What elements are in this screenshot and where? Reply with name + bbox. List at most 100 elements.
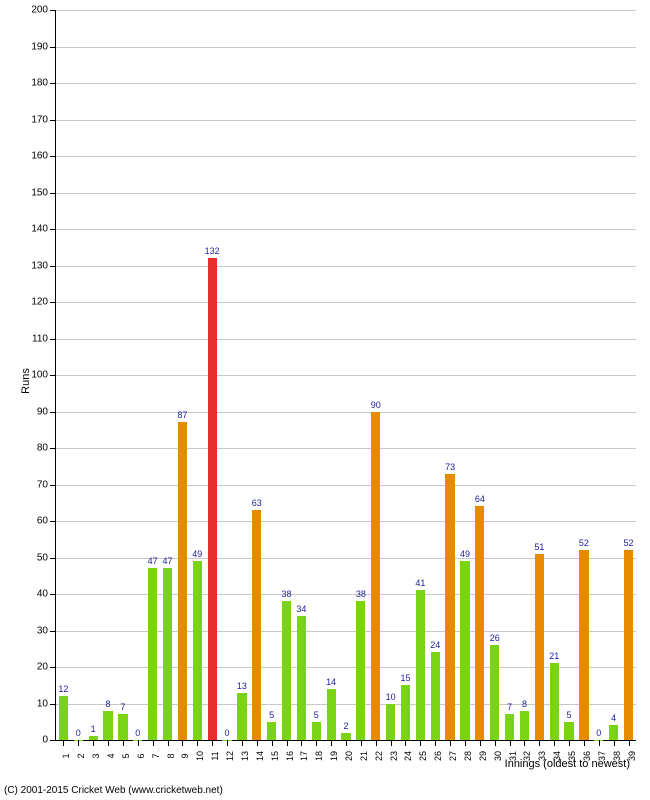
y-tick-label: 50 (37, 552, 56, 563)
value-label: 0 (596, 728, 601, 738)
value-label: 52 (624, 538, 634, 548)
x-tick-label: 18 (308, 751, 324, 761)
y-tick-label: 10 (37, 698, 56, 709)
value-label: 132 (205, 246, 220, 256)
x-tick (614, 740, 615, 746)
bar (148, 568, 157, 740)
value-label: 0 (135, 728, 140, 738)
x-tick-label: 28 (457, 751, 473, 761)
value-label: 49 (192, 549, 202, 559)
bar (371, 412, 380, 741)
x-tick (539, 740, 540, 746)
bar (237, 693, 246, 740)
x-tick (212, 740, 213, 746)
gridline (56, 521, 636, 522)
y-tick-label: 200 (31, 5, 56, 16)
bar (193, 561, 202, 740)
gridline (56, 156, 636, 157)
x-tick (331, 740, 332, 746)
x-tick-label: 6 (130, 753, 146, 758)
value-label: 4 (611, 713, 616, 723)
x-tick (346, 740, 347, 746)
gridline (56, 193, 636, 194)
bar (59, 696, 68, 740)
x-tick (301, 740, 302, 746)
bar (460, 561, 469, 740)
gridline (56, 339, 636, 340)
x-tick (376, 740, 377, 746)
bar (208, 258, 217, 740)
value-label: 8 (106, 699, 111, 709)
x-tick (108, 740, 109, 746)
value-label: 38 (281, 589, 291, 599)
x-tick (361, 740, 362, 746)
bar (475, 506, 484, 740)
y-tick-label: 70 (37, 479, 56, 490)
value-label: 5 (269, 710, 274, 720)
value-label: 41 (415, 578, 425, 588)
x-tick-label: 27 (442, 751, 458, 761)
value-label: 5 (567, 710, 572, 720)
x-tick (138, 740, 139, 746)
bar (520, 711, 529, 740)
bar (327, 689, 336, 740)
value-label: 73 (445, 462, 455, 472)
x-tick-label: 7 (145, 753, 161, 758)
value-label: 47 (148, 556, 158, 566)
bar (341, 733, 350, 740)
x-tick (227, 740, 228, 746)
bar (490, 645, 499, 740)
gridline (56, 594, 636, 595)
x-tick-label: 29 (472, 751, 488, 761)
x-tick-label: 14 (249, 751, 265, 761)
x-tick-label: 13 (234, 751, 250, 761)
value-label: 14 (326, 677, 336, 687)
x-tick (495, 740, 496, 746)
x-tick-label: 15 (264, 751, 280, 761)
bar (431, 652, 440, 740)
value-label: 1 (91, 724, 96, 734)
value-label: 10 (386, 692, 396, 702)
x-tick (153, 740, 154, 746)
gridline (56, 83, 636, 84)
bar (267, 722, 276, 740)
x-tick (63, 740, 64, 746)
value-label: 52 (579, 538, 589, 548)
gridline (56, 412, 636, 413)
x-tick (316, 740, 317, 746)
y-tick-label: 80 (37, 443, 56, 454)
x-tick-label: 30 (487, 751, 503, 761)
value-label: 34 (296, 604, 306, 614)
gridline (56, 10, 636, 11)
bar (282, 601, 291, 740)
bar (401, 685, 410, 740)
gridline (56, 266, 636, 267)
value-label: 21 (549, 651, 559, 661)
y-tick-label: 60 (37, 516, 56, 527)
value-label: 38 (356, 589, 366, 599)
x-tick-label: 21 (353, 751, 369, 761)
y-tick-label: 30 (37, 625, 56, 636)
bar (118, 714, 127, 740)
bar (505, 714, 514, 740)
x-tick (569, 740, 570, 746)
value-label: 0 (225, 728, 230, 738)
y-tick-label: 190 (31, 41, 56, 52)
y-tick-label: 20 (37, 662, 56, 673)
x-tick (168, 740, 169, 746)
y-tick-label: 0 (42, 735, 56, 746)
y-tick-label: 130 (31, 260, 56, 271)
value-label: 13 (237, 681, 247, 691)
y-tick-label: 40 (37, 589, 56, 600)
x-tick-label: 4 (100, 753, 116, 758)
x-tick-label: 2 (70, 753, 86, 758)
x-tick (287, 740, 288, 746)
value-label: 87 (177, 410, 187, 420)
gridline (56, 47, 636, 48)
bar (416, 590, 425, 740)
gridline (56, 558, 636, 559)
copyright-text: (C) 2001-2015 Cricket Web (www.cricketwe… (4, 785, 223, 796)
value-label: 15 (400, 673, 410, 683)
bar (564, 722, 573, 740)
x-tick-label: 10 (189, 751, 205, 761)
